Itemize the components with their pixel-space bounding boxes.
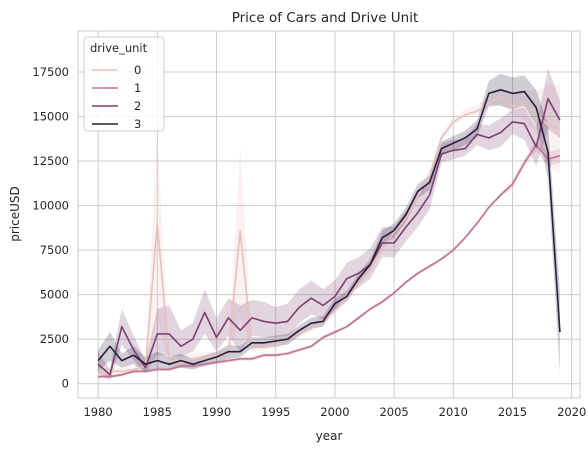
x-axis-ticks: 1980 1985 1990 1995 2000 2005 2010 2015 2020 — [83, 405, 586, 419]
x-tick-label: 2015 — [498, 405, 527, 419]
x-tick-label: 1990 — [202, 405, 231, 419]
legend-label-1: 1 — [134, 81, 141, 95]
y-axis-label: priceUSD — [8, 186, 22, 242]
x-tick-label: 2010 — [439, 405, 468, 419]
y-axis-ticks: 0 2500 5000 7500 10000 12500 15000 17500 — [32, 65, 69, 391]
legend-title: drive_unit — [90, 41, 148, 55]
chart-title: Price of Cars and Drive Unit — [232, 10, 419, 26]
y-tick-label: 10000 — [32, 199, 69, 213]
x-tick-label: 1985 — [143, 405, 172, 419]
y-tick-label: 0 — [62, 377, 69, 391]
legend-label-2: 2 — [134, 99, 141, 113]
x-tick-label: 1980 — [83, 405, 112, 419]
legend-label-0: 0 — [134, 63, 141, 77]
y-tick-label: 17500 — [32, 65, 69, 79]
legend: drive_unit 0 1 2 3 — [84, 37, 164, 131]
x-tick-label: 2005 — [379, 405, 408, 419]
x-tick-label: 1995 — [261, 405, 290, 419]
y-tick-label: 12500 — [32, 154, 69, 168]
y-tick-label: 5000 — [40, 288, 69, 302]
x-tick-label: 2020 — [557, 405, 586, 419]
y-tick-label: 2500 — [40, 332, 69, 346]
x-tick-label: 2000 — [320, 405, 349, 419]
y-tick-label: 7500 — [40, 243, 69, 257]
y-tick-label: 15000 — [32, 110, 69, 124]
legend-label-3: 3 — [134, 117, 141, 131]
x-axis-label: year — [316, 429, 343, 443]
